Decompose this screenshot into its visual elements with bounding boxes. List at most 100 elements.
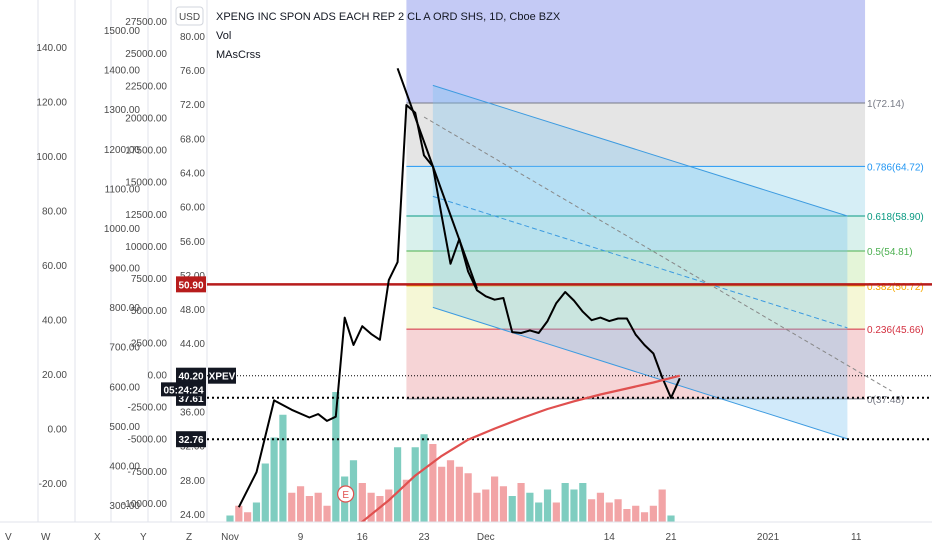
volume-bar	[385, 489, 393, 522]
price-tick-label: 28.00	[180, 476, 205, 487]
axis-c-tick-label: 22500.00	[125, 81, 167, 92]
scale-letter-label: W	[41, 532, 51, 543]
axis-a-tick-label: 0.00	[48, 425, 68, 436]
time-tick-label: 11	[851, 532, 862, 543]
volume-bar	[508, 496, 516, 522]
price-tick-label: 76.00	[180, 66, 205, 77]
channel-lower-line[interactable]	[432, 306, 848, 440]
axis-b-tick-label: 900.00	[109, 264, 140, 275]
axis-a-tick-label: 80.00	[42, 207, 67, 218]
price-tick-label: 60.00	[180, 203, 205, 214]
fib-band	[406, 250, 866, 286]
price-tag-label: 37.61	[178, 394, 203, 405]
fib-level-label: 0.618(58.90)	[867, 212, 924, 223]
channel-upper-line[interactable]	[432, 84, 848, 217]
gray-diagonal-line[interactable]	[423, 116, 892, 392]
indicator-mascrss-label[interactable]: MAsCrss	[216, 49, 261, 61]
trend-line[interactable]	[396, 67, 478, 289]
volume-bar	[429, 444, 437, 522]
volume-bar	[552, 502, 560, 522]
axis-c-tick-label: -2500.00	[128, 403, 168, 414]
price-tag-label: 32.76	[178, 435, 203, 446]
price-tag	[176, 276, 206, 293]
time-tick-label: Dec	[477, 532, 495, 543]
volume-bar	[261, 463, 269, 522]
price-tick-label: 72.00	[180, 100, 205, 111]
axis-b-tick-label: 1400.00	[104, 66, 141, 77]
fib-level-label: 1(72.14)	[867, 99, 904, 110]
fib-level-label: 0(37.48)	[867, 395, 904, 406]
time-tick-label: 21	[665, 532, 677, 543]
symbol-tag	[208, 367, 236, 384]
axis-b-tick-label: 1000.00	[104, 224, 141, 235]
countdown-tag-label: 05:24:24	[163, 385, 203, 396]
volume-bar	[526, 492, 534, 522]
volume-bar	[605, 502, 613, 522]
axis-b-tick-label: 800.00	[109, 303, 140, 314]
volume-bar	[632, 505, 640, 522]
price-tick-label: 44.00	[180, 339, 205, 350]
scale-letter-label: Z	[186, 532, 192, 543]
currency-label: USD	[179, 12, 200, 23]
time-axis-bar[interactable]	[0, 522, 932, 550]
price-tick-label: 24.00	[180, 510, 205, 521]
channel-mid-line[interactable]	[432, 195, 848, 329]
volume-bar	[535, 502, 543, 522]
price-tag-label: 40.20	[178, 372, 203, 383]
currency-badge[interactable]	[175, 6, 204, 26]
volume-bar	[226, 515, 234, 522]
volume-bar	[640, 512, 649, 522]
axis-a-tick-label: 120.00	[36, 98, 67, 109]
volume-bar	[543, 489, 552, 522]
axis-c-tick-label: 0.00	[148, 370, 168, 381]
axis-c-tick-label: -5000.00	[128, 435, 168, 446]
fib-band	[406, 103, 866, 167]
volume-bar	[420, 434, 428, 522]
axis-b-tick-label: 700.00	[109, 343, 140, 354]
axis-c-tick-label: 17500.00	[125, 146, 167, 157]
top-zone	[406, 0, 866, 103]
price-tick-label: 36.00	[180, 408, 205, 419]
volume-bar	[517, 483, 525, 522]
axis-b-tick-label: 300.00	[109, 501, 140, 512]
volume-bar	[438, 466, 446, 522]
axis-c-tick-label: 5000.00	[131, 306, 168, 317]
price-tick-label: 80.00	[180, 32, 205, 43]
price-tag-label: 50.90	[178, 280, 203, 291]
fib-level-label: 0.382(50.72)	[867, 282, 924, 293]
volume-bar	[296, 486, 305, 522]
price-tag	[176, 367, 206, 384]
volume-bar	[499, 486, 508, 522]
axis-a-tick-label: 60.00	[42, 261, 67, 272]
time-tick-label: 9	[298, 532, 304, 543]
volume-bar	[561, 483, 569, 522]
volume-bar	[482, 489, 490, 522]
symbol-tag-label: XPEV	[209, 372, 236, 383]
axis-c-tick-label: 12500.00	[125, 210, 167, 221]
axis-b-tick-label: 1500.00	[104, 26, 141, 37]
volume-bar	[649, 505, 657, 522]
indicator-vol-label[interactable]: Vol	[216, 30, 231, 42]
volume-bar	[305, 496, 313, 522]
price-line[interactable]	[237, 104, 681, 508]
time-tick-label: 14	[604, 532, 616, 543]
axis-b-tick-label: 400.00	[109, 461, 140, 472]
moving-average-line[interactable]	[335, 374, 681, 537]
volume-bar	[658, 489, 666, 522]
fib-band	[406, 166, 866, 217]
volume-bar	[332, 392, 340, 522]
earnings-marker-label: E	[342, 490, 349, 501]
volume-bar	[596, 492, 605, 522]
earnings-marker[interactable]	[337, 485, 355, 503]
volume-bar	[270, 437, 278, 522]
axis-b-tick-label: 1200.00	[104, 145, 141, 156]
volume-bar	[579, 483, 587, 522]
fib-level-label: 0.786(64.72)	[867, 162, 924, 173]
time-tick-label: 16	[357, 532, 369, 543]
axis-a-tick-label: 20.00	[42, 370, 67, 381]
volume-bar	[588, 499, 596, 522]
volume-bar	[614, 499, 622, 522]
volume-bar	[667, 515, 675, 522]
